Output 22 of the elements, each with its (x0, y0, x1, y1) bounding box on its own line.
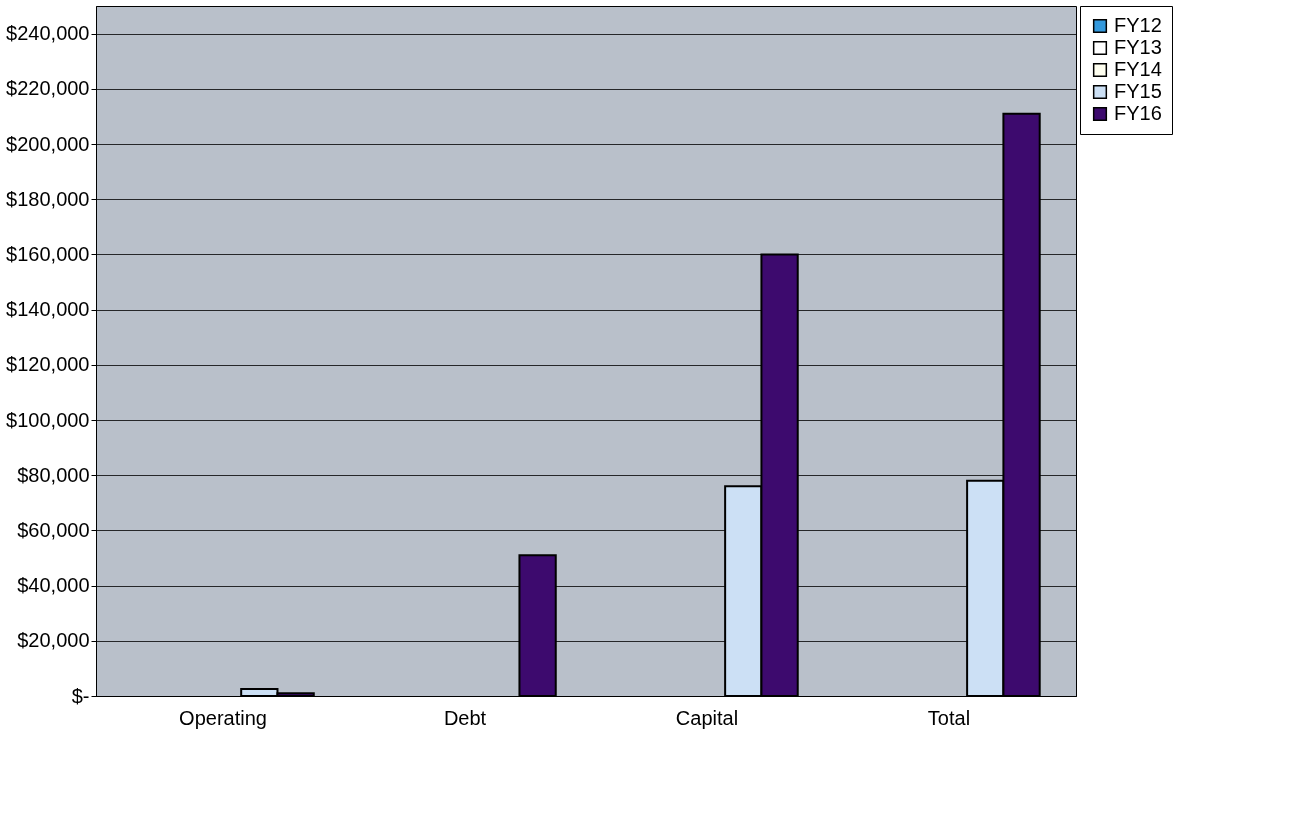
y-tick-label: $80,000 (17, 463, 90, 486)
y-tick-label: $40,000 (17, 574, 90, 597)
legend-label: FY12 (1114, 14, 1162, 36)
y-tick-label: $160,000 (6, 242, 90, 265)
y-tick-label: $240,000 (6, 22, 90, 45)
x-tick-label: Total (927, 706, 971, 729)
y-tick-label: $180,000 (6, 187, 90, 210)
legend-label: FY13 (1114, 36, 1162, 58)
x-tick-label: Capital (675, 706, 739, 729)
y-tick-label: $220,000 (6, 77, 90, 100)
x-tick-label: Operating (179, 706, 267, 729)
y-tick-label: $- (71, 684, 90, 707)
y-tick-label: $100,000 (6, 408, 90, 431)
legend-label: FY15 (1114, 80, 1162, 102)
legend-label: FY14 (1114, 58, 1162, 80)
y-tick-label: $120,000 (6, 353, 90, 376)
legend-label: FY16 (1114, 102, 1162, 124)
y-tick-label: $140,000 (6, 298, 90, 321)
y-tick-label: $60,000 (17, 518, 90, 541)
y-tick-label: $200,000 (6, 132, 90, 155)
x-tick-label: Debt (443, 706, 487, 729)
y-tick-label: $20,000 (17, 629, 90, 652)
